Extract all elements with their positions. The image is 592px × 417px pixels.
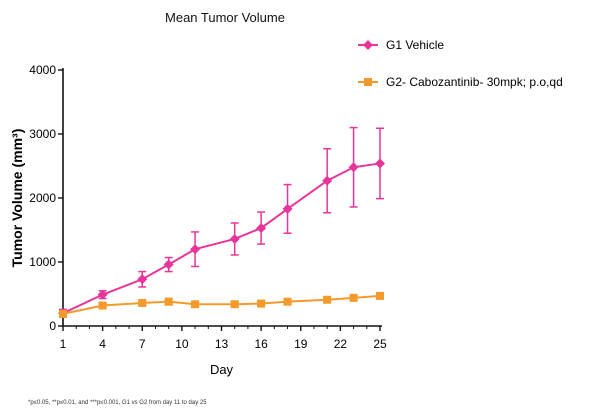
series-line	[62, 294, 381, 315]
y-tick-label: 4000	[29, 63, 56, 77]
legend-marker	[363, 40, 373, 50]
y-tick-label: 0	[49, 319, 56, 333]
data-point	[190, 244, 201, 255]
axes: 0 1000 2000 3000 4000 1 4 7 10 13 16 19 22 25 Day Tumor…	[9, 63, 387, 377]
x-tick-label: 7	[139, 337, 146, 351]
data-point	[376, 291, 384, 300]
series-1	[58, 126, 385, 319]
chart-title: Mean Tumor Volume	[165, 10, 285, 25]
x-tick-label: 25	[373, 337, 387, 351]
data-point	[349, 293, 358, 302]
x-axis-label: Day	[210, 362, 234, 377]
x-tick-label: 16	[254, 337, 268, 351]
legend-marker	[364, 78, 372, 86]
x-tick-label: 4	[99, 337, 106, 351]
data-point	[256, 223, 267, 234]
x-tick-label: 22	[334, 337, 348, 351]
data-point	[323, 295, 332, 304]
data-point	[164, 297, 173, 306]
legend-label: G1 Vehicle	[386, 38, 444, 52]
data-point	[137, 274, 148, 285]
data-point	[97, 289, 108, 300]
y-tick-label: 2000	[29, 191, 56, 205]
data-point	[375, 158, 385, 169]
legend-label: G2- Cabozantinib- 30mpk; p.o,qd	[386, 75, 563, 89]
data-point	[282, 203, 293, 214]
data-point	[138, 298, 147, 307]
data-point	[257, 299, 266, 308]
data-point	[322, 175, 333, 186]
series-line	[62, 162, 381, 315]
x-tick-label: 1	[60, 337, 67, 351]
data-point	[283, 297, 292, 306]
series-layer	[58, 126, 385, 319]
data-point	[59, 309, 67, 318]
data-point	[163, 259, 174, 270]
data-point	[191, 300, 200, 309]
data-point	[348, 162, 359, 173]
legend: G1 Vehicle G2- Cabozantinib- 30mpk; p.o,q…	[358, 38, 563, 89]
y-tick-label: 3000	[29, 127, 56, 141]
series-2	[59, 291, 384, 318]
footnote: *p≤0.05, **p≤0.01, and ***p≤0.001, G1 vs…	[28, 400, 207, 406]
x-tick-label: 13	[215, 337, 229, 351]
data-point	[98, 301, 107, 310]
x-tick-label: 10	[175, 337, 189, 351]
y-tick-label: 1000	[29, 255, 56, 269]
y-axis-label: Tumor Volume (mm³)	[9, 129, 25, 268]
data-point	[229, 233, 240, 244]
x-tick-label: 19	[294, 337, 308, 351]
data-point	[230, 300, 239, 309]
